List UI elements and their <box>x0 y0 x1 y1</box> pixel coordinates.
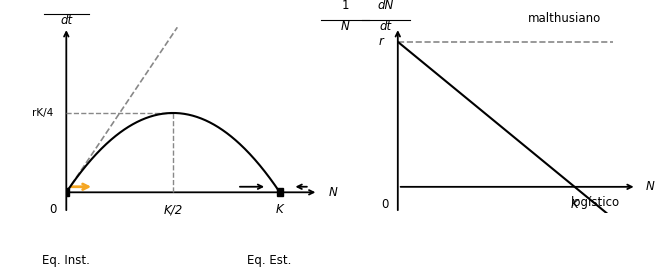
Text: 1: 1 <box>341 0 349 13</box>
Text: N: N <box>646 180 655 193</box>
Text: dt: dt <box>60 14 72 27</box>
Text: K/2: K/2 <box>163 203 183 216</box>
Text: 0: 0 <box>381 198 389 211</box>
Text: Eq. Est.: Eq. Est. <box>247 254 291 267</box>
Text: rK/4: rK/4 <box>32 108 54 118</box>
Bar <box>64 188 69 197</box>
Text: K: K <box>571 198 579 211</box>
Text: N: N <box>328 186 337 199</box>
Text: Eq. Inst.: Eq. Inst. <box>42 254 90 267</box>
Text: dN: dN <box>58 0 74 3</box>
Text: r: r <box>379 35 383 48</box>
Bar <box>277 188 282 197</box>
Text: dN: dN <box>378 0 394 13</box>
Text: logístico: logístico <box>572 196 621 209</box>
Text: K: K <box>276 203 284 216</box>
Text: 0: 0 <box>49 203 56 216</box>
Text: N: N <box>341 20 349 33</box>
Text: dt: dt <box>380 20 392 33</box>
Text: malthusiano: malthusiano <box>528 12 601 25</box>
